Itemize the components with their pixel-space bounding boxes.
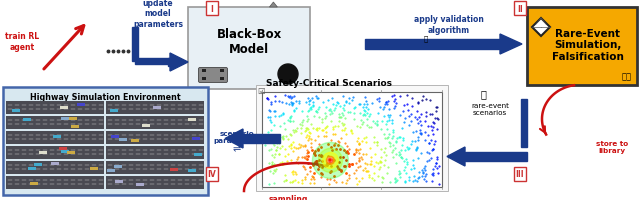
Bar (262, 93, 442, 187)
Bar (28, 168, 36, 171)
Bar (90, 167, 98, 170)
Bar (113, 165, 122, 168)
Circle shape (318, 149, 342, 173)
Bar (61, 150, 69, 153)
Text: Safety-Critical Scenarios: Safety-Critical Scenarios (266, 79, 392, 88)
Bar (153, 107, 161, 110)
Bar (109, 109, 118, 112)
Polygon shape (269, 3, 277, 8)
Bar (60, 106, 68, 109)
Bar (51, 162, 59, 165)
Bar (243, 134, 280, 143)
Bar (23, 119, 31, 122)
Bar (136, 183, 143, 186)
Bar (194, 153, 202, 156)
Text: scenario
parameters: scenario parameters (213, 131, 260, 144)
Bar (67, 151, 75, 154)
Bar (365, 40, 500, 50)
Text: rare-event
scenarios: rare-event scenarios (471, 103, 509, 116)
Text: update
model
parameters: update model parameters (133, 0, 183, 29)
FancyBboxPatch shape (198, 68, 227, 83)
Text: 🚗💥: 🚗💥 (622, 72, 632, 81)
Bar (106, 131, 204, 144)
Bar (170, 168, 177, 171)
Bar (6, 116, 104, 129)
Bar (188, 169, 195, 172)
Bar (108, 169, 115, 172)
Bar (188, 118, 196, 121)
Bar (132, 28, 138, 62)
Circle shape (323, 153, 339, 169)
Bar (256, 86, 448, 191)
Bar (514, 2, 526, 16)
Bar (6, 161, 104, 174)
Bar (120, 139, 127, 142)
Bar (6, 146, 104, 159)
Bar (220, 78, 224, 81)
Polygon shape (225, 129, 243, 148)
Bar (69, 118, 77, 121)
Bar (3, 88, 208, 195)
Bar (135, 59, 170, 65)
Bar (188, 8, 310, 90)
Polygon shape (170, 54, 188, 72)
Bar (206, 167, 218, 181)
Bar (131, 139, 139, 142)
Bar (527, 8, 637, 86)
Bar (77, 104, 85, 107)
Bar (168, 59, 170, 67)
Bar (514, 167, 526, 181)
Bar (39, 151, 47, 154)
Bar (6, 131, 104, 144)
Polygon shape (447, 147, 465, 166)
Bar (465, 152, 527, 161)
Text: sampling: sampling (268, 195, 308, 200)
Bar (70, 125, 79, 128)
Text: IV: IV (207, 170, 216, 179)
Bar (192, 137, 200, 140)
Text: ⇌: ⇌ (233, 143, 241, 153)
Circle shape (328, 159, 332, 163)
Bar (106, 161, 204, 174)
Bar (6, 176, 104, 189)
Polygon shape (500, 35, 522, 55)
Bar (106, 101, 204, 114)
Bar (53, 136, 61, 139)
Text: ☑: ☑ (257, 87, 264, 96)
Circle shape (312, 143, 348, 179)
Bar (34, 163, 42, 166)
Bar (6, 101, 104, 114)
Bar (106, 176, 204, 189)
Bar (206, 2, 218, 16)
Circle shape (326, 157, 334, 165)
Bar (30, 182, 38, 185)
Bar (106, 146, 204, 159)
Bar (111, 135, 119, 138)
Text: train RL
agent: train RL agent (5, 32, 39, 51)
Text: Highway Simulation Environment: Highway Simulation Environment (30, 93, 181, 102)
Bar (61, 117, 69, 120)
Circle shape (278, 65, 298, 85)
Bar (12, 109, 20, 112)
Text: apply validation
algorithm: apply validation algorithm (413, 15, 483, 35)
Text: Rare-Event
Simulation,
Falsification: Rare-Event Simulation, Falsification (552, 29, 623, 62)
Bar (142, 125, 150, 128)
Bar (202, 78, 206, 81)
Bar (202, 70, 206, 73)
Text: Black-Box
Model: Black-Box Model (216, 28, 282, 56)
Bar (59, 148, 67, 151)
Text: 🚗: 🚗 (424, 35, 428, 41)
Text: II: II (517, 4, 523, 13)
Bar (106, 116, 204, 129)
Polygon shape (532, 19, 550, 37)
Bar (115, 180, 124, 183)
Text: 🔍: 🔍 (481, 89, 487, 99)
Bar (220, 70, 224, 73)
Text: III: III (516, 170, 524, 179)
Text: I: I (211, 4, 213, 13)
Bar (521, 100, 527, 147)
Text: store to
library: store to library (596, 141, 628, 154)
